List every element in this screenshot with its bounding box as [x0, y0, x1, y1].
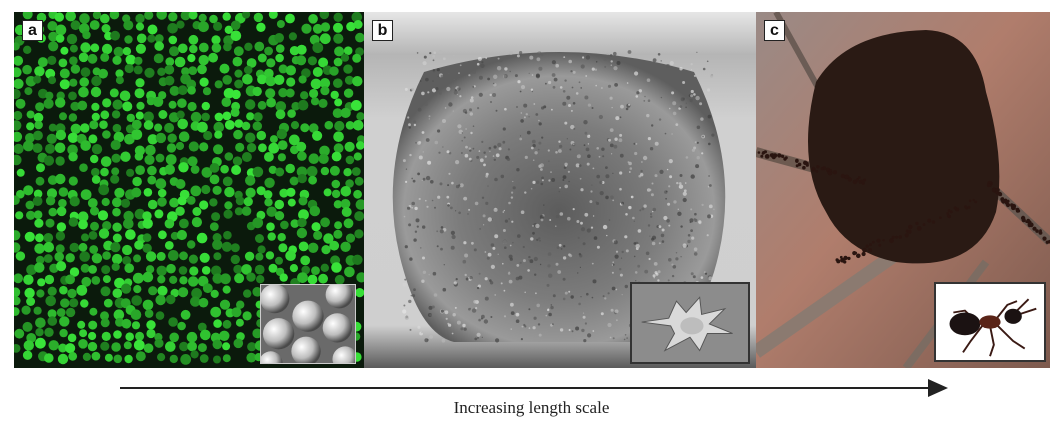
green-particles-field: [14, 12, 364, 365]
ant-swarm-photo: [756, 12, 1050, 368]
increasing-length-scale-caption: Increasing length scale: [453, 398, 610, 417]
panel-label-a: a: [22, 20, 43, 41]
ant-inset-icon: [934, 282, 1046, 362]
panel-label-c: c: [764, 20, 785, 41]
single-cell-inset-icon: [630, 282, 750, 364]
colloid-spheres-inset-icon: [260, 284, 356, 364]
panel-c-ant-cluster-image: c: [756, 12, 1050, 368]
panel-label-b: b: [372, 20, 393, 41]
panel-b-cell-aggregate-image: b: [364, 12, 756, 368]
length-scale-arrow: [120, 379, 948, 397]
panel-a-colloids-image: a: [14, 12, 364, 368]
